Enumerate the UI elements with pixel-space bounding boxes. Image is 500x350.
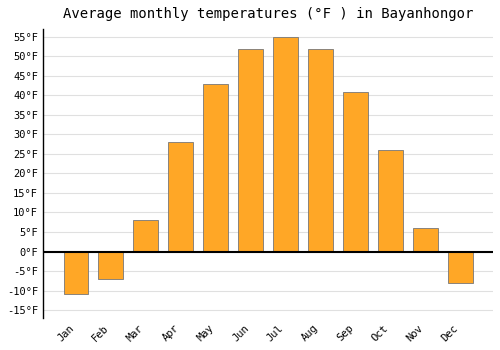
Bar <box>448 252 472 283</box>
Bar <box>274 37 298 252</box>
Bar <box>204 84 228 252</box>
Bar <box>168 142 193 252</box>
Bar <box>134 220 158 252</box>
Bar <box>64 252 88 294</box>
Title: Average monthly temperatures (°F ) in Bayanhongor: Average monthly temperatures (°F ) in Ba… <box>63 7 473 21</box>
Bar <box>238 49 263 252</box>
Bar <box>98 252 123 279</box>
Bar <box>308 49 332 252</box>
Bar <box>343 91 367 252</box>
Bar <box>413 228 438 252</box>
Bar <box>378 150 402 252</box>
